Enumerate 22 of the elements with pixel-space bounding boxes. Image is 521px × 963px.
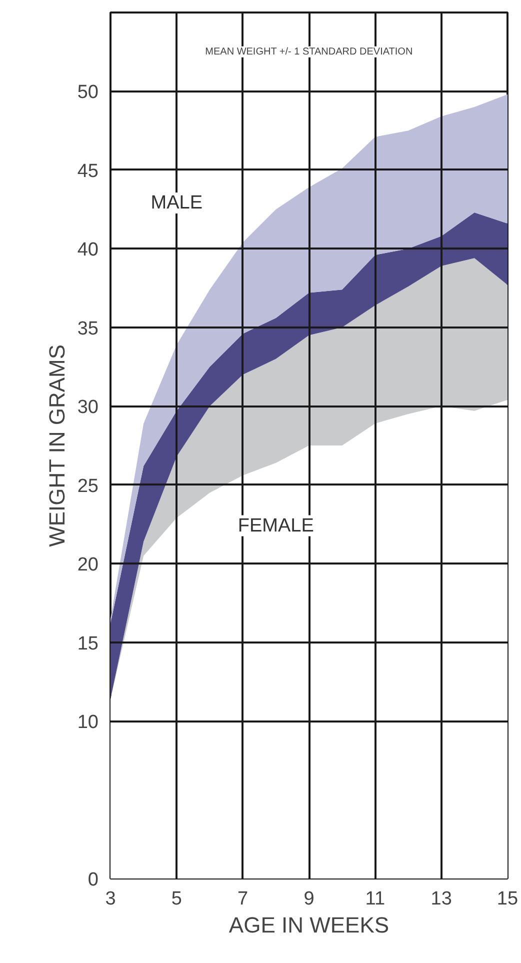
x-tick-label: 9 bbox=[304, 888, 314, 910]
x-tick-label: 15 bbox=[496, 888, 518, 910]
y-tick-label: 15 bbox=[77, 633, 99, 654]
y-tick-label: 45 bbox=[77, 160, 99, 182]
x-tick-label: 13 bbox=[430, 888, 452, 910]
y-tick-label: 35 bbox=[77, 318, 99, 340]
x-tick-label: 3 bbox=[105, 888, 116, 910]
y-tick-label: 25 bbox=[77, 476, 99, 497]
y-tick-label: 50 bbox=[77, 82, 99, 104]
series-label: FEMALE bbox=[238, 515, 314, 536]
text: MALE bbox=[150, 192, 203, 214]
y-tick-label: 20 bbox=[77, 554, 99, 576]
x-tick-label: 7 bbox=[238, 888, 248, 910]
text: MEAN WEIGHT +/- 1 STANDARD DEVIATION bbox=[205, 46, 413, 58]
x-tick-label: 11 bbox=[365, 888, 386, 910]
y-tick-label: 30 bbox=[77, 397, 99, 418]
y-tick-label: 0 bbox=[88, 870, 99, 890]
x-axis-title: AGE IN WEEKS bbox=[228, 912, 390, 938]
x-tick-label: 5 bbox=[171, 888, 182, 910]
y-tick-label: 40 bbox=[77, 240, 99, 261]
y-tick-label: 10 bbox=[77, 712, 99, 734]
y-axis-title: WEIGHT IN GRAMS bbox=[44, 344, 70, 547]
